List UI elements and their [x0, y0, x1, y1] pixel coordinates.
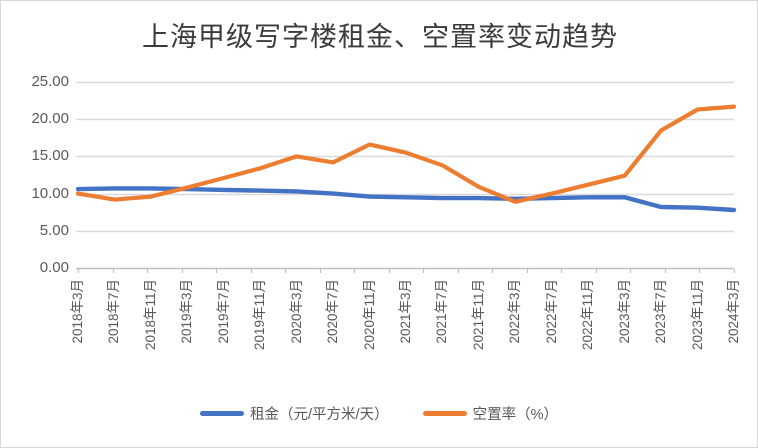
x-axis-tick-label: 2024年3月	[726, 279, 741, 344]
chart-title: 上海甲级写字楼租金、空置率变动趋势	[142, 22, 618, 52]
x-axis-tick-label: 2023年7月	[653, 279, 669, 344]
x-axis-tick-label: 2022年11月	[580, 279, 596, 351]
x-axis-tick-label: 2021年11月	[470, 279, 486, 351]
x-axis-tick-label: 2018年3月	[70, 279, 85, 344]
y-axis-tick-label: 5.00	[39, 221, 69, 239]
vacancy-line	[75, 104, 737, 204]
y-axis-tick-label: 15.00	[31, 147, 69, 165]
rent-line-swatch-icon	[200, 411, 245, 416]
x-axis-tick-label: 2021年7月	[434, 279, 450, 344]
x-axis-tick-label: 2020年7月	[325, 279, 341, 344]
x-axis-tick-label: 2022年3月	[507, 279, 523, 344]
x-axis-tick-label: 2023年3月	[616, 279, 632, 344]
x-axis-tick-label: 2018年11月	[142, 279, 158, 351]
y-axis-tick-label: 20.00	[31, 110, 69, 128]
x-axis-tick-label: 2022年7月	[543, 279, 559, 344]
x-axis-tick-label: 2021年3月	[398, 279, 413, 344]
y-axis-tick-label: 25.00	[31, 73, 69, 90]
legend-item-vacancy: 空置率（%）	[422, 403, 558, 424]
x-axis-tick-label: 2023年11月	[689, 279, 705, 351]
legend-label-rent: 租金（元/平方米/天）	[250, 407, 389, 423]
x-axis-tick-label: 2020年3月	[288, 279, 304, 344]
x-axis-tick-label: 2019年11月	[252, 279, 268, 351]
legend: 租金（元/平方米/天） 空置率（%）	[1, 403, 757, 424]
x-axis-tick-label: 2019年3月	[179, 279, 195, 344]
x-axis-tick-label: 2018年7月	[106, 279, 122, 344]
y-axis-tick-label: 10.00	[31, 184, 69, 202]
x-axis-tick-label: 2019年7月	[215, 279, 231, 344]
y-axis-tick-label: 0.00	[39, 259, 69, 276]
x-axis-tick-label: 2020年11月	[361, 279, 377, 351]
vacancy-line-swatch-icon	[422, 411, 467, 416]
legend-item-rent: 租金（元/平方米/天）	[200, 403, 389, 424]
legend-label-vacancy: 空置率（%）	[472, 407, 558, 423]
